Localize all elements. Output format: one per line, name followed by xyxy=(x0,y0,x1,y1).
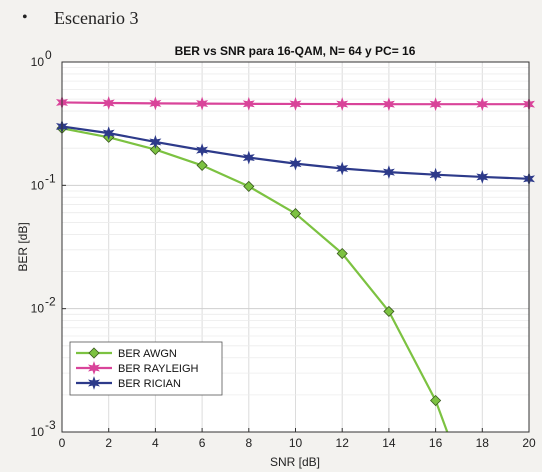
data-point xyxy=(88,347,100,359)
data-point xyxy=(289,97,302,111)
y-axis-label: BER [dB] xyxy=(16,222,30,271)
series-layer xyxy=(56,95,535,433)
data-point xyxy=(88,361,100,375)
x-tick-label: 20 xyxy=(522,436,536,450)
data-point xyxy=(429,97,442,112)
series-ber-awgn xyxy=(56,122,449,433)
x-tick-label: 12 xyxy=(336,436,350,450)
data-point xyxy=(196,159,208,171)
x-tick-label: 6 xyxy=(199,436,206,450)
x-tick-label: 2 xyxy=(105,436,112,450)
data-point xyxy=(382,165,395,180)
series-ber-rician xyxy=(56,119,535,186)
x-tick-label: 0 xyxy=(59,436,66,450)
data-point xyxy=(196,96,209,111)
x-tick-label: 4 xyxy=(152,436,159,450)
data-point xyxy=(429,167,442,182)
data-point xyxy=(289,208,302,220)
legend-label: BER RICIAN xyxy=(118,378,181,390)
x-tick-label: 8 xyxy=(245,436,252,450)
y-tick-exponent: 0 xyxy=(45,48,52,62)
data-point xyxy=(336,97,349,111)
data-point xyxy=(382,97,395,112)
data-point xyxy=(336,161,349,176)
data-point xyxy=(476,97,489,112)
legend-item: BER RAYLEIGH xyxy=(76,361,199,375)
y-tick-exponent: -3 xyxy=(45,418,56,432)
data-point xyxy=(149,96,162,111)
data-point xyxy=(430,394,442,407)
y-tick-label: 10 xyxy=(31,55,45,69)
data-point xyxy=(242,150,255,165)
data-point xyxy=(243,180,255,192)
data-point xyxy=(336,247,348,260)
x-tick-label: 10 xyxy=(289,436,303,450)
data-point xyxy=(102,126,115,141)
data-point xyxy=(196,143,209,158)
x-tick-label: 14 xyxy=(382,436,396,450)
data-point xyxy=(476,170,489,184)
series-ber-rayleigh xyxy=(56,95,535,112)
y-tick-label: 10 xyxy=(31,178,45,192)
grid xyxy=(62,62,529,432)
legend-item: BER RICIAN xyxy=(76,376,181,390)
y-tick-exponent: -1 xyxy=(45,171,56,185)
data-point xyxy=(102,96,115,110)
bullet-icon: • xyxy=(22,9,28,26)
x-tick-label: 18 xyxy=(476,436,490,450)
scenario-title: Escenario 3 xyxy=(54,7,139,28)
legend-item: BER AWGN xyxy=(76,347,177,360)
y-tick-label: 10 xyxy=(31,302,45,316)
data-point xyxy=(149,143,161,156)
chart-title: BER vs SNR para 16-QAM, N= 64 y PC= 16 xyxy=(175,44,416,58)
data-point xyxy=(242,96,255,111)
y-tick-exponent: -2 xyxy=(45,295,56,309)
x-axis-label: SNR [dB] xyxy=(270,455,320,469)
x-tick-label: 16 xyxy=(429,436,443,450)
data-point xyxy=(289,156,302,171)
data-point xyxy=(88,376,100,390)
series-line xyxy=(61,127,449,433)
legend: BER AWGN BER RAYLEIGH BER RICIAN xyxy=(69,341,223,396)
legend-label: BER AWGN xyxy=(118,348,177,360)
data-point xyxy=(149,134,162,149)
data-point xyxy=(383,305,395,317)
scenario-heading: • Escenario 3 xyxy=(22,4,138,32)
y-tick-label: 10 xyxy=(31,425,45,439)
legend-label: BER RAYLEIGH xyxy=(118,363,199,375)
